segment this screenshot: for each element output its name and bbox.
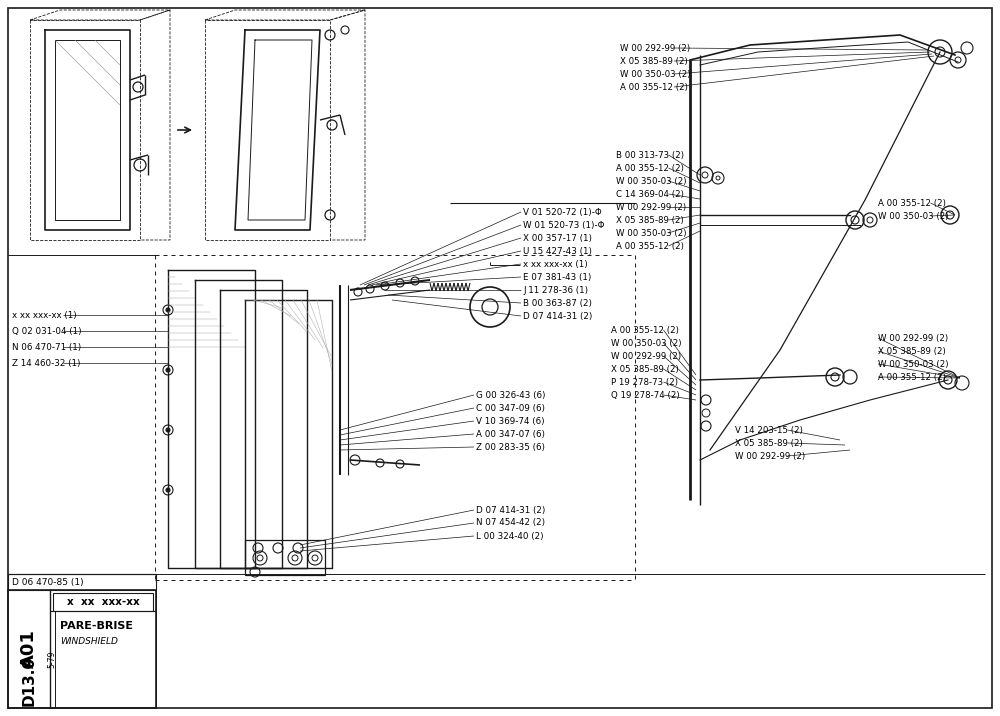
Text: G 00 326-43 (6): G 00 326-43 (6) (476, 390, 546, 400)
Text: W 01 520-73 (1)-Φ: W 01 520-73 (1)-Φ (523, 221, 604, 230)
Text: U 15 427-43 (1): U 15 427-43 (1) (523, 246, 592, 256)
Text: W 00 292-99 (2): W 00 292-99 (2) (735, 452, 805, 460)
Text: E 07 381-43 (1): E 07 381-43 (1) (523, 273, 591, 281)
Text: WINDSHIELD: WINDSHIELD (60, 637, 118, 646)
Text: W 00 350-03 (2): W 00 350-03 (2) (878, 211, 948, 221)
Text: N 07 454-42 (2): N 07 454-42 (2) (476, 518, 545, 528)
Text: J 11 278-36 (1): J 11 278-36 (1) (523, 286, 588, 294)
Text: W 00 292-99 (2): W 00 292-99 (2) (620, 44, 690, 52)
Text: V 10 369-74 (6): V 10 369-74 (6) (476, 417, 545, 425)
Text: N 06 470-71 (1): N 06 470-71 (1) (12, 342, 81, 352)
Circle shape (166, 488, 170, 492)
Bar (8, 590, 156, 708)
Text: Q 02 031-04 (1): Q 02 031-04 (1) (12, 326, 82, 336)
Text: A 00 355-12 (2): A 00 355-12 (2) (620, 82, 688, 92)
Text: W 00 350-03 (2): W 00 350-03 (2) (620, 69, 690, 79)
Text: L 00 324-40 (2): L 00 324-40 (2) (476, 531, 544, 541)
Text: X 05 385-89 (2): X 05 385-89 (2) (878, 347, 946, 356)
Text: W 00 350-03 (2): W 00 350-03 (2) (878, 359, 948, 369)
Text: X 05 385-89 (2): X 05 385-89 (2) (611, 364, 679, 374)
Text: W 00 292-99 (2): W 00 292-99 (2) (878, 334, 948, 342)
Text: Q 19 278-74 (2): Q 19 278-74 (2) (611, 390, 680, 400)
Text: x  xx  xxx-xx: x xx xxx-xx (67, 597, 139, 607)
Text: A 00 355-12 (2): A 00 355-12 (2) (616, 163, 684, 173)
Text: 5-79: 5-79 (48, 650, 57, 668)
Text: V 14 203-15 (2): V 14 203-15 (2) (735, 425, 803, 435)
Text: W 00 292-99 (2): W 00 292-99 (2) (616, 203, 686, 211)
Text: Z 14 460-32 (1): Z 14 460-32 (1) (12, 359, 81, 367)
Text: X 05 385-89 (2): X 05 385-89 (2) (616, 216, 684, 225)
Text: X 05 385-89 (2): X 05 385-89 (2) (735, 438, 803, 448)
Bar (8, 574, 156, 590)
Text: A01: A01 (20, 629, 38, 669)
Circle shape (166, 428, 170, 432)
Text: A 00 355-12 (2): A 00 355-12 (2) (616, 241, 684, 251)
Text: x xx xxx-xx (1): x xx xxx-xx (1) (523, 259, 588, 268)
Text: P 19 278-73 (2): P 19 278-73 (2) (611, 377, 678, 387)
Circle shape (166, 308, 170, 312)
Text: X 00 357-17 (1): X 00 357-17 (1) (523, 233, 592, 243)
Text: D 07 414-31 (2): D 07 414-31 (2) (476, 505, 545, 515)
Text: A 00 355-12 (2): A 00 355-12 (2) (611, 326, 679, 334)
Text: A 00 355-12 (2): A 00 355-12 (2) (878, 372, 946, 382)
Text: A 00 347-07 (6): A 00 347-07 (6) (476, 430, 545, 438)
Text: B 00 363-87 (2): B 00 363-87 (2) (523, 299, 592, 307)
Bar (245, 540, 325, 575)
Text: B 00 313-73 (2): B 00 313-73 (2) (616, 150, 684, 160)
Circle shape (166, 368, 170, 372)
Text: W 00 350-03 (2): W 00 350-03 (2) (616, 177, 686, 185)
Text: D 06 470-85 (1): D 06 470-85 (1) (12, 578, 84, 586)
Text: W 00 350-03 (2): W 00 350-03 (2) (611, 339, 682, 347)
Text: W 00 350-03 (2): W 00 350-03 (2) (616, 228, 686, 238)
Text: V 01 520-72 (1)-Φ: V 01 520-72 (1)-Φ (523, 208, 602, 216)
Text: W 00 292-99 (2): W 00 292-99 (2) (611, 352, 681, 360)
Text: x xx xxx-xx (1): x xx xxx-xx (1) (12, 311, 77, 319)
Bar (53, 593, 153, 611)
Text: PARE-BRISE: PARE-BRISE (60, 621, 133, 631)
Text: D 07 414-31 (2): D 07 414-31 (2) (523, 311, 592, 321)
Text: D13.0: D13.0 (22, 656, 37, 706)
Text: C 14 369-04 (2): C 14 369-04 (2) (616, 190, 684, 198)
Text: Z 00 283-35 (6): Z 00 283-35 (6) (476, 442, 545, 452)
Text: C 00 347-09 (6): C 00 347-09 (6) (476, 404, 545, 412)
Text: X 05 385-89 (2): X 05 385-89 (2) (620, 57, 688, 65)
Text: A 00 355-12 (2): A 00 355-12 (2) (878, 198, 946, 208)
